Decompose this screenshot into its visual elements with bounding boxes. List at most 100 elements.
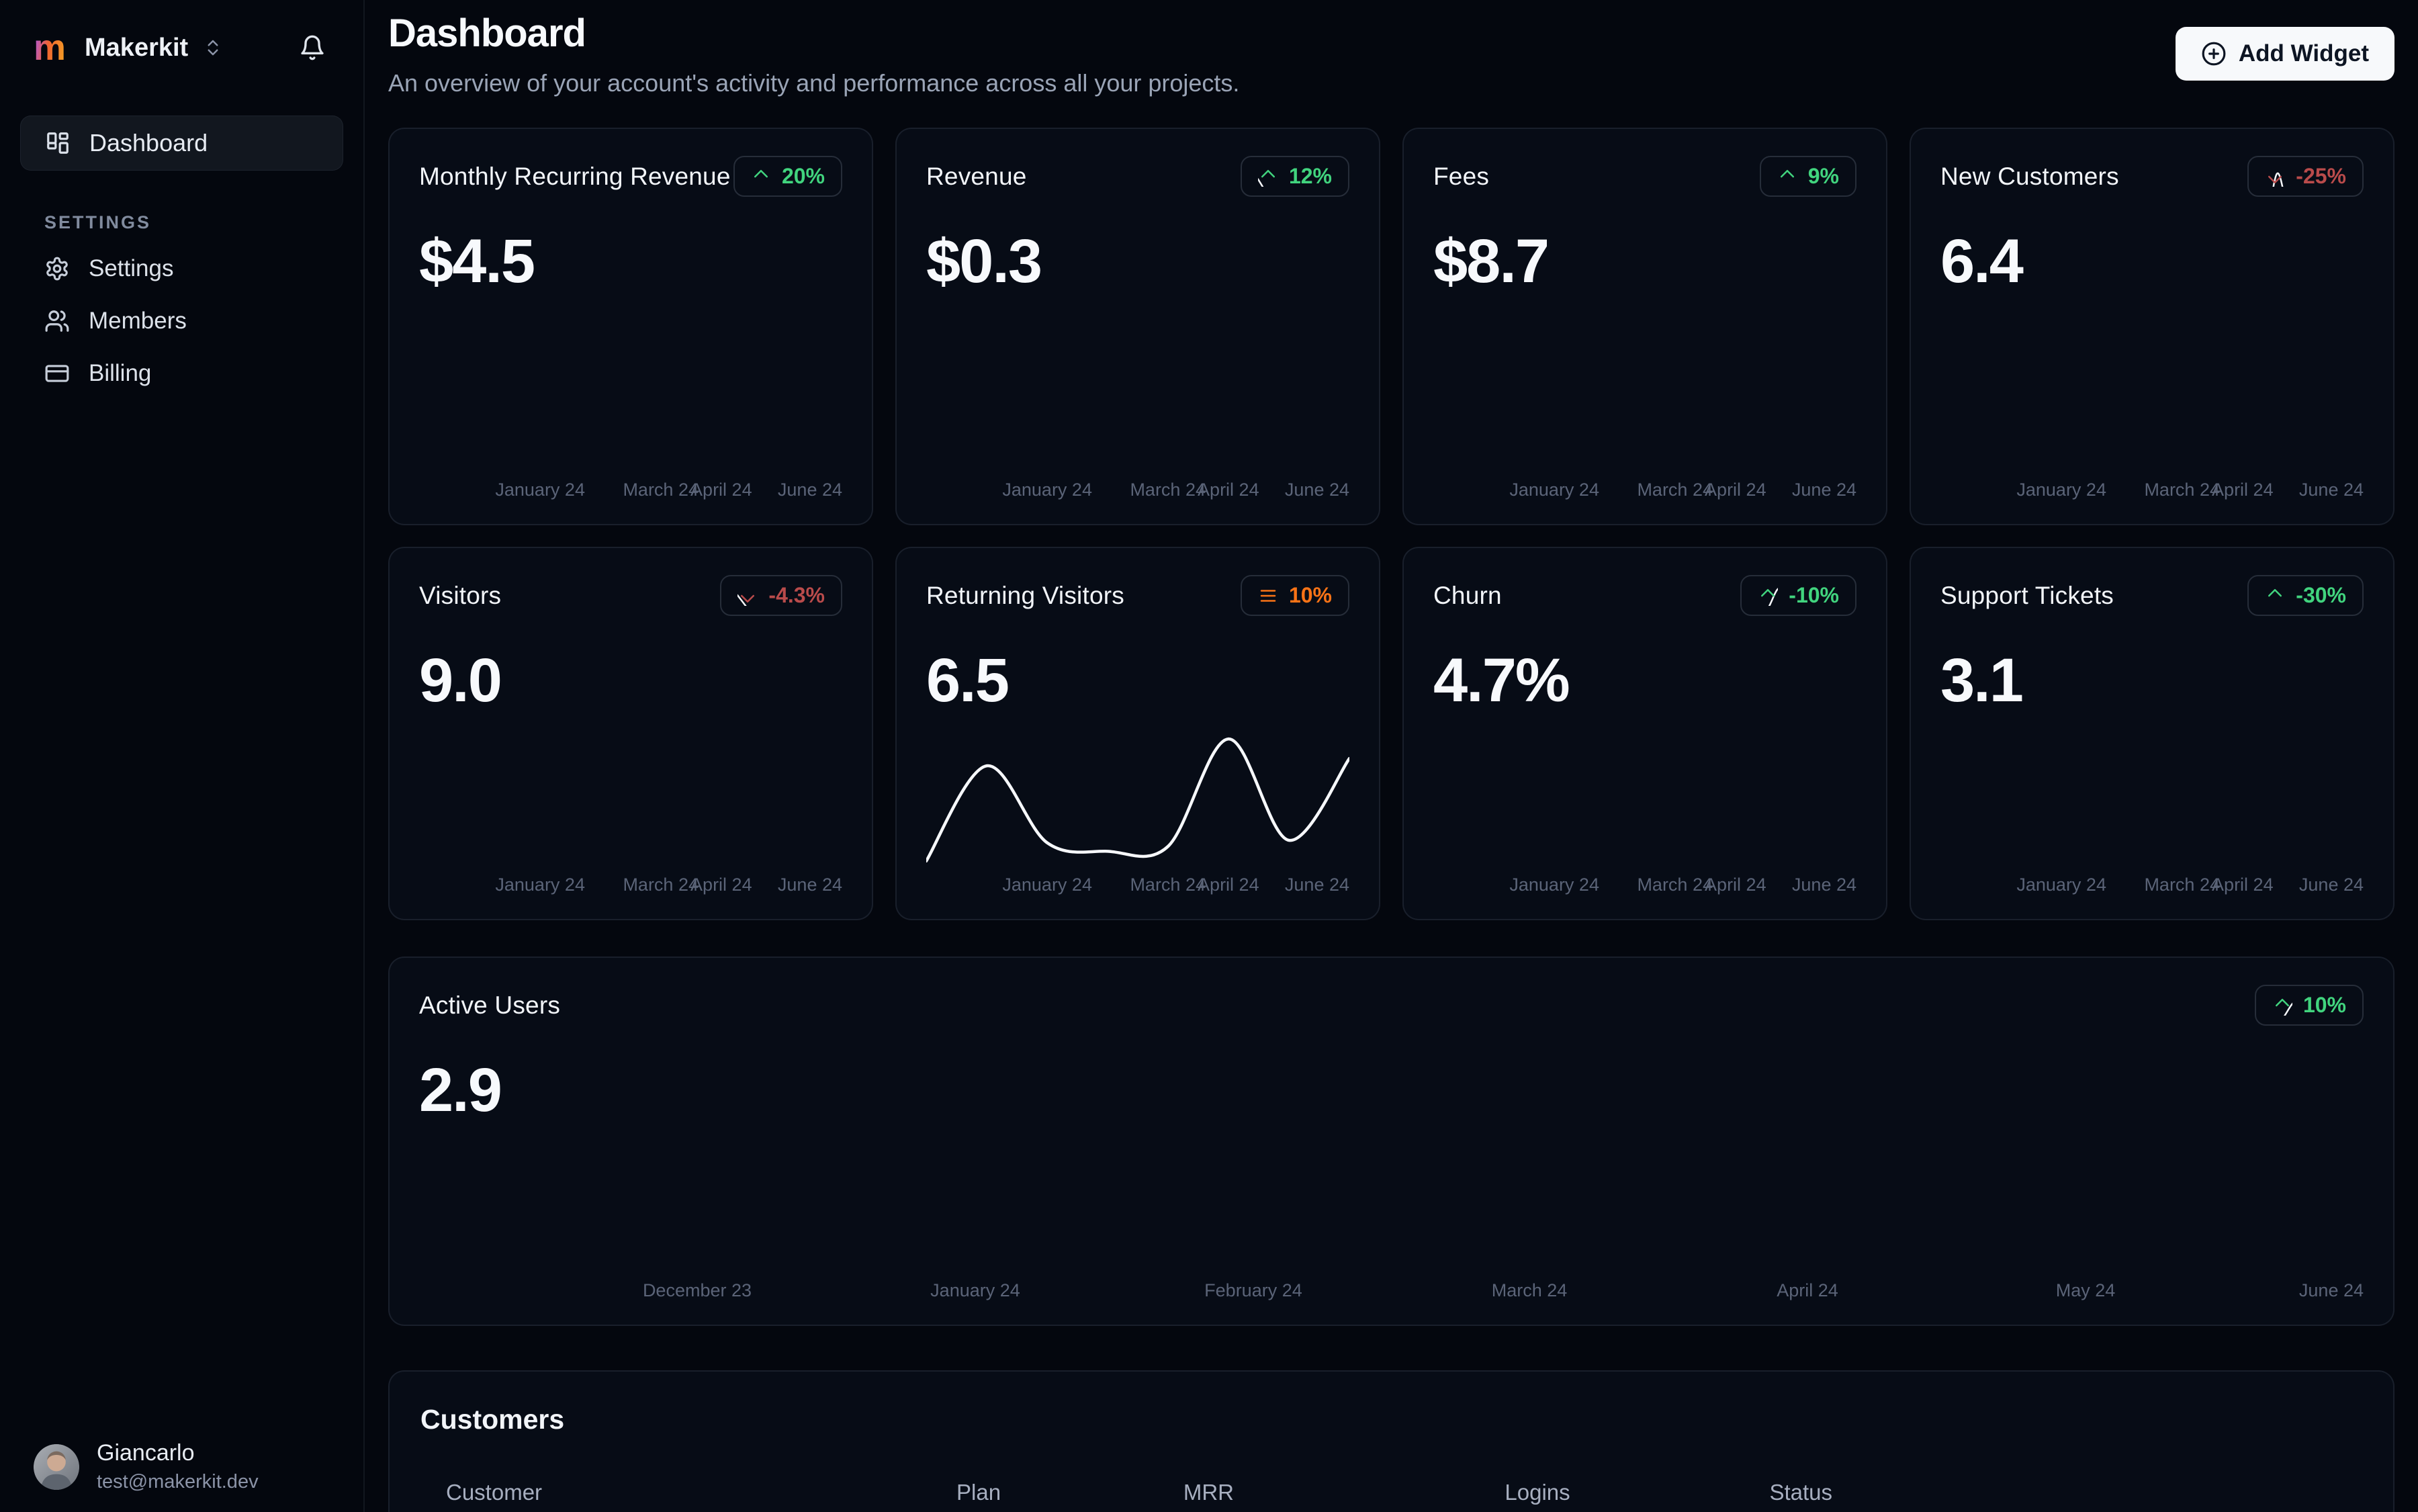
customers-title: Customers: [420, 1404, 565, 1435]
x-axis-label: January 24: [1002, 875, 1092, 895]
x-axis-label: June 24: [2298, 480, 2364, 500]
x-axis-label: January 24: [2016, 875, 2106, 895]
x-axis-label: April 24: [690, 875, 752, 895]
x-axis-label: June 24: [777, 875, 842, 895]
page-subtitle: An overview of your account's activity a…: [388, 69, 1240, 97]
stat-cards-row-2: Visitors -4.3% 9.0 January 24 March 24 Apr…: [388, 547, 2394, 920]
user-profile[interactable]: Giancarlo test@makerkit.dev: [34, 1440, 259, 1493]
metric-value: 9.0: [419, 646, 502, 715]
x-axis-label: March 24: [2144, 875, 2220, 895]
x-axis-label: June 24: [1284, 875, 1349, 895]
trend-value: -30%: [2296, 583, 2346, 607]
trend-badge: 20%: [733, 156, 842, 197]
x-axis-label: April 24: [690, 480, 752, 500]
metric-value: 3.1: [1940, 646, 2024, 715]
sidebar-item-members[interactable]: Members: [20, 295, 343, 347]
x-axis: January 24 March 24 April 24 June 24: [1940, 473, 2364, 505]
trend-badge: -10%: [1740, 575, 1856, 616]
sidebar-item-label: Settings: [89, 255, 174, 281]
dashboard-grid-icon: [45, 130, 71, 156]
workspace-name: Makerkit: [85, 33, 189, 62]
x-axis-label: February 24: [1204, 1280, 1302, 1300]
add-widget-button[interactable]: Add Widget: [2175, 27, 2394, 81]
x-axis-label: June 24: [1284, 480, 1349, 500]
x-axis-label: April 24: [1705, 480, 1766, 500]
stat-card: New Customers -25% 6.4 January 24 March 2…: [1910, 128, 2394, 525]
trend-badge: -25%: [2247, 156, 2364, 197]
x-axis: December 23 January 24 February 24 March 24…: [419, 1274, 2364, 1306]
sidebar-item-label: Dashboard: [89, 129, 208, 157]
main-content: Dashboard An overview of your account's …: [365, 0, 2418, 1512]
x-axis-label: January 24: [495, 875, 585, 895]
stat-cards-row-1: Monthly Recurring Revenue 20% $4.5 Janua…: [388, 128, 2394, 525]
sidebar: m Makerkit Dashboard SETTINGS Settings M…: [0, 0, 365, 1512]
x-axis-label: April 24: [2212, 875, 2274, 895]
page-title: Dashboard: [388, 11, 586, 55]
x-axis: January 24 March 24 April 24 June 24: [1433, 473, 1856, 505]
chart-plot: [926, 732, 1349, 868]
x-axis: January 24 March 24 April 24 June 24: [1940, 868, 2364, 900]
x-axis-label: December 23: [642, 1280, 752, 1300]
x-axis-label: June 24: [1791, 480, 1856, 500]
line-chart: January 24 March 24 April 24 June 24: [419, 732, 842, 900]
chart-plot: [419, 313, 842, 473]
sidebar-item-billing[interactable]: Billing: [20, 347, 343, 400]
x-axis: January 24 March 24 April 24 June 24: [419, 473, 842, 505]
chart-plot: [419, 1142, 2364, 1274]
metric-value: $8.7: [1433, 227, 1550, 296]
x-axis-label: March 24: [623, 480, 699, 500]
user-text: Giancarlo test@makerkit.dev: [97, 1440, 259, 1493]
sidebar-nav: Dashboard SETTINGS Settings Members Bill…: [0, 116, 363, 400]
x-axis-label: January 24: [1509, 875, 1599, 895]
line-chart: January 24 March 24 April 24 June 24: [926, 732, 1349, 900]
metric-value: 6.5: [926, 646, 1010, 715]
arrow-up-icon: [751, 167, 771, 187]
sidebar-item-settings[interactable]: Settings: [20, 242, 343, 295]
arrow-down-icon: [737, 586, 758, 606]
plus-circle-icon: [2201, 41, 2227, 66]
arrow-up-icon: [2265, 586, 2285, 606]
x-axis: January 24 March 24 April 24 June 24: [926, 473, 1349, 505]
trend-value: 9%: [1807, 164, 1839, 188]
card-header: Returning Visitors 10%: [926, 575, 1349, 616]
chart-plot: [1940, 313, 2364, 473]
column-header-plan: Plan: [956, 1480, 1001, 1505]
x-axis-label: April 24: [2212, 480, 2274, 500]
x-axis-label: January 24: [2016, 480, 2106, 500]
arrow-up-icon: [1777, 167, 1797, 187]
card-title: Visitors: [419, 581, 502, 609]
sidebar-item-dashboard[interactable]: Dashboard: [20, 116, 343, 171]
trend-value: -4.3%: [768, 583, 825, 607]
stat-card: Visitors -4.3% 9.0 January 24 March 24 Apr…: [388, 547, 873, 920]
line-chart: January 24 March 24 April 24 June 24: [1940, 732, 2364, 900]
user-name: Giancarlo: [97, 1440, 195, 1466]
card-title: Revenue: [926, 162, 1027, 190]
card-title: Active Users: [419, 991, 561, 1019]
x-axis-label: April 24: [1705, 875, 1766, 895]
card-title: New Customers: [1940, 162, 2119, 190]
card-title: Returning Visitors: [926, 581, 1124, 609]
x-axis-label: June 24: [777, 480, 842, 500]
metric-value: $0.3: [926, 227, 1042, 296]
avatar: [34, 1443, 79, 1490]
card-header: Active Users 10%: [419, 985, 2364, 1026]
workspace-selector[interactable]: Makerkit: [85, 34, 223, 62]
column-header-mrr: MRR: [1183, 1480, 1234, 1505]
line-chart: December 23 January 24 February 24 March 24…: [419, 1142, 2364, 1306]
notifications-button[interactable]: [299, 34, 326, 61]
stat-card: Monthly Recurring Revenue 20% $4.5 Janua…: [388, 128, 873, 525]
line-chart: January 24 March 24 April 24 June 24: [419, 313, 842, 505]
trend-badge: -30%: [2247, 575, 2364, 616]
chart-plot: [1940, 732, 2364, 868]
trend-value: 10%: [2302, 993, 2346, 1017]
add-widget-label: Add Widget: [2238, 40, 2369, 66]
table-header-row: Customer Plan MRR Logins Status: [420, 1480, 2362, 1505]
x-axis-label: June 24: [2298, 875, 2364, 895]
trend-value: 10%: [1288, 583, 1332, 607]
metric-value: $4.5: [419, 227, 535, 296]
card-header: Revenue 12%: [926, 156, 1349, 197]
x-axis: January 24 March 24 April 24 June 24: [1433, 868, 1856, 900]
metric-value: 6.4: [1940, 227, 2024, 296]
arrow-down-icon: [2265, 167, 2285, 187]
trend-badge: 10%: [1240, 575, 1349, 616]
